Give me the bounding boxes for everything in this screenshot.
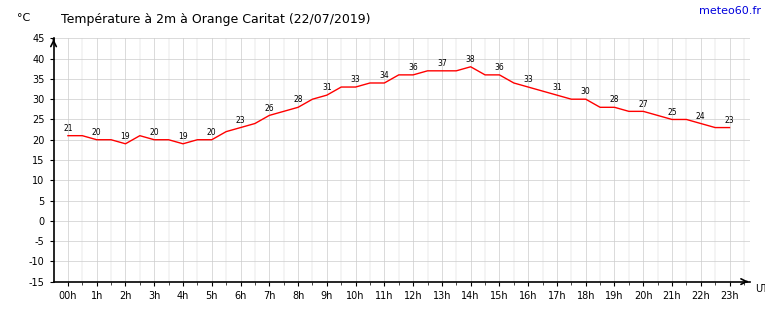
Text: 28: 28	[610, 95, 619, 104]
Text: 19: 19	[121, 132, 130, 141]
Text: 21: 21	[63, 124, 73, 133]
Text: 31: 31	[552, 83, 562, 92]
Text: °C: °C	[17, 13, 30, 23]
Text: 20: 20	[207, 128, 216, 137]
Text: 33: 33	[350, 75, 360, 84]
Text: 27: 27	[639, 100, 648, 108]
Text: 23: 23	[236, 116, 246, 125]
Text: meteo60.fr: meteo60.fr	[699, 6, 761, 16]
Text: 30: 30	[581, 87, 591, 96]
Text: 25: 25	[667, 108, 677, 116]
Text: 38: 38	[466, 55, 476, 64]
Text: 36: 36	[494, 63, 504, 72]
Text: Température à 2m à Orange Caritat (22/07/2019): Température à 2m à Orange Caritat (22/07…	[61, 13, 371, 26]
Text: 33: 33	[523, 75, 533, 84]
Text: 26: 26	[265, 104, 274, 113]
Text: UTC: UTC	[756, 284, 765, 294]
Text: 37: 37	[437, 59, 447, 68]
Text: 36: 36	[409, 63, 418, 72]
Text: 20: 20	[92, 128, 102, 137]
Text: 23: 23	[724, 116, 734, 125]
Text: 28: 28	[293, 95, 303, 104]
Text: 31: 31	[322, 83, 332, 92]
Text: 24: 24	[696, 112, 705, 121]
Text: 20: 20	[149, 128, 159, 137]
Text: 19: 19	[178, 132, 188, 141]
Text: 34: 34	[379, 71, 389, 80]
